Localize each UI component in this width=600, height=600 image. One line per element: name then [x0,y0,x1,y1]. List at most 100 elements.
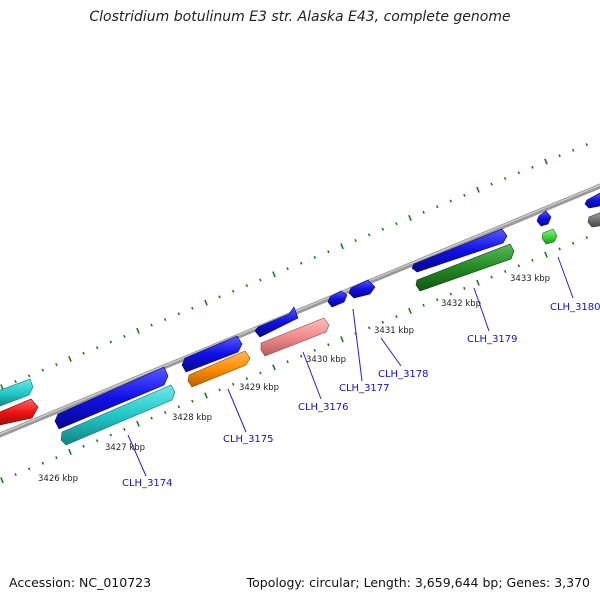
outer-ruler-tick-minor [191,306,194,310]
inner-ruler-tick-minor [531,258,534,262]
outer-ruler-tick-minor [367,233,371,237]
inner-ruler-tick-major [204,392,208,399]
inner-ruler-tick-minor [163,410,167,415]
gene-cyan-left-forward[interactable] [0,378,34,408]
gene-labels[interactable]: CLH_3174 CLH_3175 CLH_3176 CLH_3177 CLH_… [122,302,600,489]
outer-ruler-tick-minor [218,295,221,299]
outer-ruler-tick-minor [585,143,589,147]
outer-ruler-tick-major [408,214,412,221]
outer-ruler-tick-minor [82,351,85,355]
outer-ruler-dots [0,143,589,391]
gene-blue-right-edge[interactable] [584,192,600,209]
gene-label-leaders [127,256,574,477]
ruler-label-3431: 3431 kbp [374,326,414,336]
outer-ruler-tick-minor [150,323,153,327]
inner-ruler-tick-minor [109,433,113,437]
inner-ruler-tick-minor [191,399,194,403]
gene-clh-3174-forward[interactable] [54,366,169,430]
inner-ruler-tick-minor [435,298,439,302]
outer-ruler-tick-minor [286,267,289,271]
inner-ruler-tick-major [408,307,412,314]
gene-label-clh-3177[interactable]: CLH_3177 [339,383,390,394]
gene-label-clh-3180[interactable]: CLH_3180 [550,302,600,313]
gene-label-clh-3176[interactable]: CLH_3176 [298,402,349,413]
gene-label-clh-3174[interactable]: CLH_3174 [122,478,173,489]
inner-ruler-tick-minor [367,326,371,330]
inner-ruler-tick-major [0,477,4,484]
inner-ruler-tick-minor [299,354,303,358]
outer-ruler-tick-major [136,327,140,334]
outer-ruler-tick-minor [354,238,357,243]
inner-ruler-tick-minor [327,343,330,347]
leader-clh-3175 [227,388,247,433]
gene-small-blue-a[interactable] [327,290,348,308]
ruler-label-3427: 3427 kbp [105,443,145,453]
inner-ruler-tick-minor [503,269,507,274]
leader-clh-3179 [473,287,490,332]
outer-ruler-tick-minor [422,210,425,214]
outer-ruler-tick-minor [449,199,453,203]
genome-backbone [0,183,600,438]
inner-ruler-tick-minor [463,286,466,290]
leader-clh-3176 [302,351,322,400]
gene-blue-forward-3179[interactable] [411,228,508,273]
gene-small-blue-b[interactable] [348,279,376,299]
gene-clh-3175-forward[interactable] [181,335,243,373]
gene-clh-3176-forward[interactable] [254,306,299,338]
outer-ruler-tick-minor [571,148,575,152]
gene-red-reverse[interactable] [0,398,39,426]
inner-ruler-tick-minor [41,461,45,465]
inner-ruler-tick-minor [395,315,398,319]
inner-ruler-tick-major [340,336,344,343]
leader-clh-3180 [557,256,574,299]
forward-strand-features[interactable] [0,192,600,430]
inner-ruler-tick-minor [177,405,181,409]
genome-title: Clostridium botulinum E3 str. Alaska E43… [89,9,511,25]
gene-label-clh-3179[interactable]: CLH_3179 [467,334,518,345]
outer-ruler-tick-minor [503,176,507,181]
inner-ruler-tick-minor [571,241,575,245]
outer-ruler-tick-minor [55,363,58,367]
gene-clh-3180-lightgreen[interactable] [541,228,558,245]
inner-ruler-tick-minor [150,416,153,420]
gene-clh-3175-orange[interactable] [187,350,251,388]
outer-ruler-tick-minor [395,222,398,226]
gene-label-clh-3178[interactable]: CLH_3178 [378,369,429,380]
inner-ruler-tick-minor [218,388,221,392]
outer-ruler-tick-minor [490,182,493,186]
inner-ruler-tick-minor [82,444,85,448]
outer-ruler-tick-major [204,299,208,306]
ruler-label-3428: 3428 kbp [172,413,212,423]
ruler-label-3432: 3432 kbp [441,299,481,309]
outer-ruler-tick-minor [245,284,249,288]
inner-ruler-tick-major [476,279,480,286]
inner-ruler-tick-major [272,364,276,371]
gene-gray-right-edge[interactable] [587,211,600,228]
inner-ruler-ticks [0,236,589,484]
inner-ruler-tick-minor [558,247,561,251]
outer-ruler-tick-minor [463,193,466,197]
inner-ruler-tick-minor [123,427,126,431]
gene-clh-3174-cyan[interactable] [60,384,176,446]
gene-clh-3176-pink[interactable] [260,317,330,357]
inner-ruler-tick-minor [381,320,385,324]
ruler-label-3426: 3426 kbp [38,474,78,484]
outer-ruler-tick-minor [259,278,262,282]
outer-ruler-tick-minor [14,379,17,384]
inner-ruler-tick-minor [27,467,31,471]
inner-ruler-tick-minor [14,472,17,477]
outer-ruler-tick-major [476,186,480,193]
inner-ruler-tick-minor [490,275,493,279]
outer-ruler-tick-minor [231,289,235,293]
outer-ruler-tick-major [272,271,276,278]
gene-tiny-blue-3180[interactable] [536,210,552,227]
ruler-label-3429: 3429 kbp [239,383,279,393]
outer-ruler-tick-minor [163,317,167,322]
gene-clh-3179-green[interactable] [415,243,515,292]
ruler-label-3433: 3433 kbp [510,274,550,284]
reverse-strand-features[interactable] [0,211,600,446]
gene-label-clh-3175[interactable]: CLH_3175 [223,434,274,445]
outer-ruler-tick-minor [41,368,45,372]
inner-ruler-tick-minor [449,292,453,296]
